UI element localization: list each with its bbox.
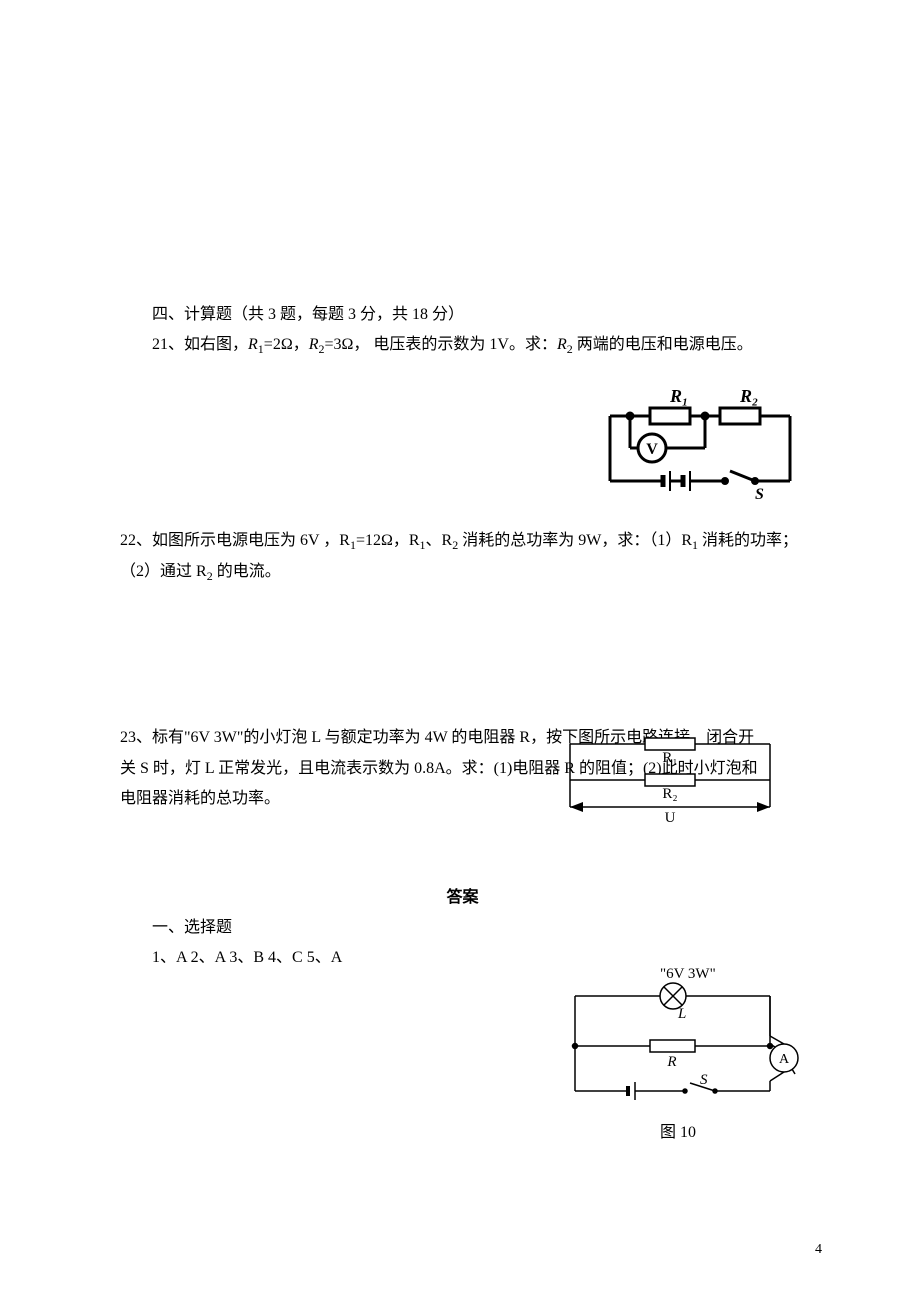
answer-title: 答案 (120, 883, 805, 913)
fig22-r1-label: R₁ (662, 750, 677, 766)
q21-r1v: =2Ω， (264, 336, 309, 353)
q22-m1: =12Ω，R (356, 532, 420, 549)
q22-m2: 、R (426, 532, 453, 549)
q22-tail: 消耗的功率； (698, 532, 798, 549)
fig21-r2-label: R₂ (739, 386, 758, 406)
figure-10-caption: 图 10 (660, 1118, 696, 1148)
fig23-l-label: L (677, 1006, 686, 1022)
page-content: 四、计算题（共 3 题，每题 3 分，共 18 分） 21、如右图，R1=2Ω，… (0, 0, 920, 1034)
q22-m3: 消耗的总功率为 9W，求：（1）R (458, 532, 692, 549)
q21-pre: 21、如右图， (152, 336, 248, 353)
fig21-v-label: V (646, 441, 658, 458)
figure-23-circuit: "6V 3W" L R S A (560, 966, 810, 1111)
section-4-title: 四、计算题（共 3 题，每题 3 分，共 18 分） (120, 300, 805, 330)
fig22-u-label: U (665, 810, 676, 826)
problem-22-line2: （2）通过 R2 的电流。 (120, 557, 805, 588)
q21-r2v: =3Ω， 电压表的示数为 1V。求： (325, 336, 557, 353)
figure-22-circuit: R₁ R₂ U (555, 732, 785, 827)
answer-section-1: 一、选择题 (120, 913, 805, 943)
fig23-s-label: S (700, 1072, 708, 1088)
spacer-2 (120, 588, 805, 723)
q22-pre: 22、如图所示电源电压为 6V ，R (120, 532, 350, 549)
q21-r2: R (309, 336, 319, 353)
problem-21-text: 21、如右图，R1=2Ω，R2=3Ω， 电压表的示数为 1V。求：R2 两端的电… (120, 330, 805, 361)
fig23-r-label: R (666, 1054, 676, 1070)
q21-tail: 两端的电压和电源电压。 (573, 336, 753, 353)
page-number: 4 (815, 1237, 822, 1264)
fig21-r1-label: R₁ (669, 386, 688, 406)
q21-r1: R (248, 336, 258, 353)
q22-l2-tail: 的电流。 (213, 563, 281, 580)
problem-22-line1: 22、如图所示电源电压为 6V ，R1=12Ω，R1、R2 消耗的总功率为 9W… (120, 526, 805, 557)
fig21-s-label: S (755, 486, 764, 503)
figure-21-circuit: R₁ R₂ V S (590, 386, 810, 506)
q21-r2b: R (557, 336, 567, 353)
fig23-rating: "6V 3W" (660, 966, 716, 982)
fig22-r2-label: R₂ (662, 786, 677, 802)
fig23-a-label: A (779, 1052, 790, 1067)
q22-l2-pre: （2）通过 R (120, 563, 207, 580)
